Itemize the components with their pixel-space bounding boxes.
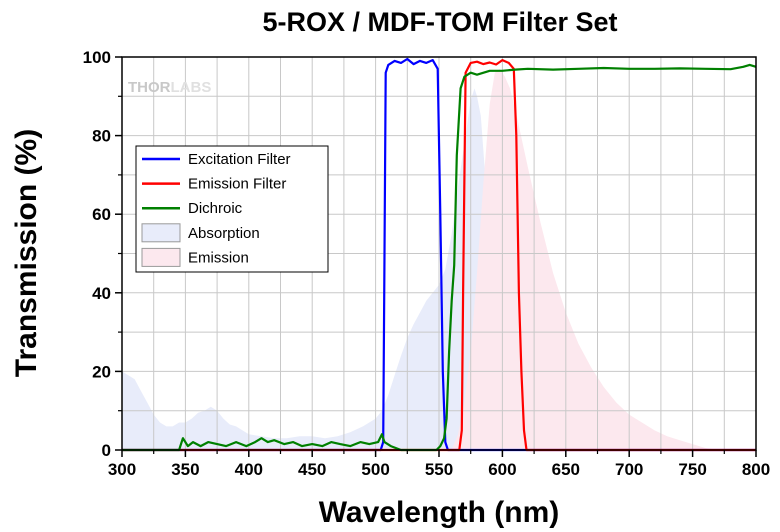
y-tick-label: 20 bbox=[92, 362, 111, 381]
axis-ticks: 300 350 400 450 500 550 600 650 700 750 800 0 20 40 60… bbox=[83, 48, 771, 479]
y-tick-label: 60 bbox=[92, 205, 111, 224]
x-tick-label: 400 bbox=[235, 460, 263, 479]
x-tick-label: 600 bbox=[488, 460, 516, 479]
legend-label: Emission Filter bbox=[188, 176, 286, 193]
legend-label: Dichroic bbox=[188, 200, 243, 217]
x-tick-label: 750 bbox=[678, 460, 706, 479]
line-dichroic bbox=[122, 63, 757, 452]
legend-label: Emission bbox=[188, 249, 249, 266]
legend-label: Excitation Filter bbox=[188, 151, 291, 168]
x-tick-label: 700 bbox=[615, 460, 643, 479]
y-tick-label: 80 bbox=[92, 127, 111, 146]
x-tick-label: 300 bbox=[108, 460, 136, 479]
x-tick-label: 350 bbox=[171, 460, 199, 479]
y-axis-title: Transmission (%) bbox=[10, 129, 43, 377]
watermark-part-b: LABS bbox=[171, 79, 212, 96]
chart-title: 5-ROX / MDF-TOM Filter Set bbox=[262, 7, 617, 37]
x-axis-title: Wavelength (nm) bbox=[319, 496, 560, 529]
y-tick-label: 40 bbox=[92, 284, 111, 303]
line-excitation-filter bbox=[122, 57, 756, 452]
filter-lines bbox=[122, 57, 757, 452]
legend-label: Absorption bbox=[188, 225, 260, 242]
x-tick-label: 450 bbox=[298, 460, 326, 479]
watermark-logo: THORLABS bbox=[128, 79, 211, 96]
watermark-part-a: THOR bbox=[128, 79, 171, 96]
y-tick-label: 100 bbox=[83, 48, 111, 67]
line-emission-filter bbox=[122, 58, 756, 452]
y-tick-label: 0 bbox=[102, 441, 111, 460]
svg-text:THORLABS: THORLABS bbox=[128, 79, 211, 96]
x-tick-label: 500 bbox=[361, 460, 389, 479]
x-tick-label: 650 bbox=[552, 460, 580, 479]
legend: Excitation Filter Emission Filter Dichroic… bbox=[135, 145, 329, 273]
legend-swatch bbox=[141, 223, 181, 243]
legend-swatch bbox=[141, 247, 181, 267]
x-tick-label: 550 bbox=[425, 460, 453, 479]
x-tick-label: 800 bbox=[742, 460, 770, 479]
